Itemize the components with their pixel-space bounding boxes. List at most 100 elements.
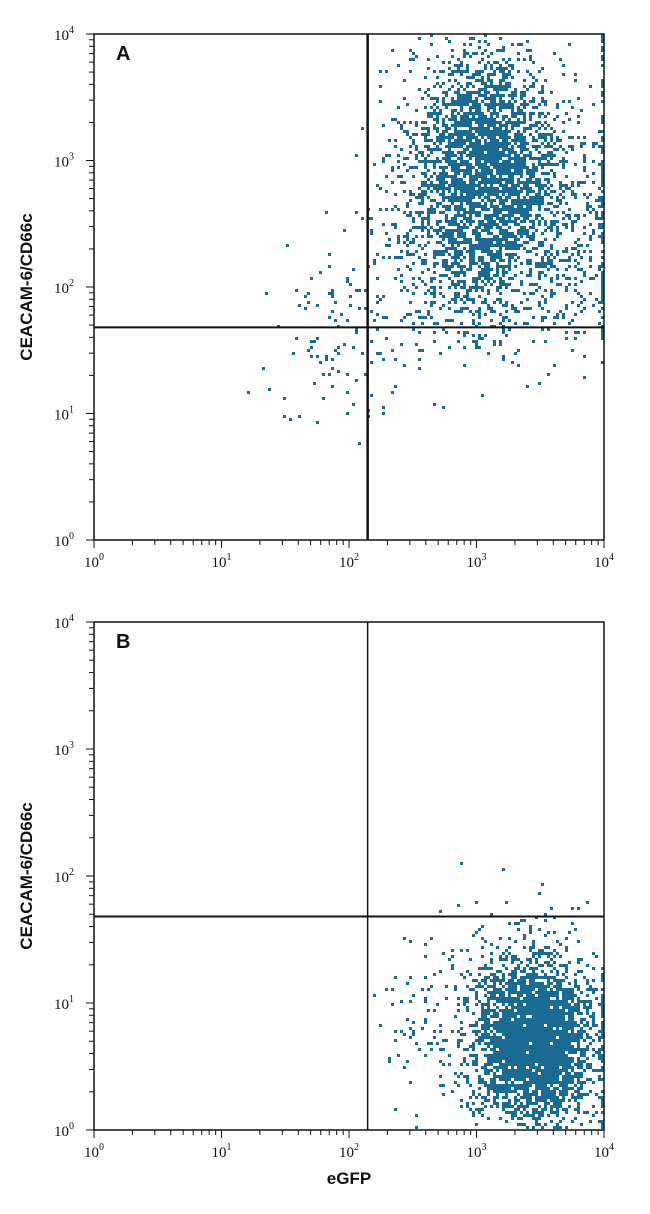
data-point: [286, 244, 289, 247]
data-point: [442, 226, 445, 229]
data-point: [526, 166, 529, 169]
data-point: [412, 241, 415, 244]
data-point: [493, 259, 496, 262]
data-point: [472, 262, 475, 265]
data-point: [601, 274, 604, 277]
data-point: [394, 226, 397, 229]
data-point: [592, 172, 595, 175]
data-point: [577, 1066, 580, 1069]
data-point: [355, 289, 358, 292]
data-point: [601, 178, 604, 181]
data-point: [442, 70, 445, 73]
data-point: [535, 229, 538, 232]
data-point: [469, 241, 472, 244]
data-point: [538, 136, 541, 139]
data-point: [565, 1111, 568, 1114]
data-point: [589, 259, 592, 262]
data-point: [457, 229, 460, 232]
data-point: [496, 61, 499, 64]
data-point: [310, 355, 313, 358]
data-point: [385, 337, 388, 340]
data-point: [421, 184, 424, 187]
data-point: [565, 331, 568, 334]
data-point: [472, 85, 475, 88]
data-point: [481, 166, 484, 169]
data-point: [436, 223, 439, 226]
data-point: [487, 133, 490, 136]
data-point: [247, 391, 250, 394]
data-point: [427, 88, 430, 91]
data-point: [418, 193, 421, 196]
data-point: [328, 316, 331, 319]
data-point: [307, 349, 310, 352]
data-point: [454, 283, 457, 286]
data-point: [553, 1111, 556, 1114]
data-point: [601, 151, 604, 154]
data-point: [454, 250, 457, 253]
data-point: [433, 295, 436, 298]
data-point: [376, 253, 379, 256]
data-point: [463, 172, 466, 175]
data-point: [439, 193, 442, 196]
data-point: [415, 166, 418, 169]
data-point: [514, 184, 517, 187]
data-point: [490, 139, 493, 142]
data-point: [472, 253, 475, 256]
data-point: [574, 220, 577, 223]
data-point: [484, 277, 487, 280]
data-point: [508, 181, 511, 184]
data-point: [520, 160, 523, 163]
data-point: [574, 265, 577, 268]
data-point: [493, 121, 496, 124]
data-point: [448, 265, 451, 268]
data-point: [586, 196, 589, 199]
data-point: [466, 163, 469, 166]
data-point: [499, 70, 502, 73]
data-point: [517, 52, 520, 55]
data-point: [511, 109, 514, 112]
data-point: [511, 1117, 514, 1120]
data-point: [478, 226, 481, 229]
data-point: [457, 163, 460, 166]
data-point: [553, 364, 556, 367]
data-point: [514, 235, 517, 238]
data-point: [562, 157, 565, 160]
data-point: [490, 217, 493, 220]
data-point: [538, 202, 541, 205]
data-point: [559, 160, 562, 163]
data-point: [445, 196, 448, 199]
data-point: [433, 142, 436, 145]
data-point: [421, 220, 424, 223]
data-point: [508, 154, 511, 157]
data-point: [460, 298, 463, 301]
data-point: [469, 220, 472, 223]
data-point: [574, 337, 577, 340]
data-point: [505, 136, 508, 139]
data-point: [538, 955, 541, 958]
data-point: [481, 289, 484, 292]
data-point: [502, 133, 505, 136]
data-point: [409, 70, 412, 73]
data-point: [571, 253, 574, 256]
data-point: [496, 256, 499, 259]
data-point: [502, 283, 505, 286]
data-point: [307, 292, 310, 295]
data-point: [457, 145, 460, 148]
data-point: [583, 298, 586, 301]
data-point: [583, 1081, 586, 1084]
data-point: [520, 232, 523, 235]
data-point: [493, 274, 496, 277]
data-point: [469, 43, 472, 46]
data-point: [412, 277, 415, 280]
data-point: [475, 97, 478, 100]
data-point: [514, 190, 517, 193]
data-point: [382, 256, 385, 259]
data-point: [496, 262, 499, 265]
data-point: [502, 49, 505, 52]
data-point: [514, 133, 517, 136]
data-point: [484, 115, 487, 118]
plot-frame: [93, 33, 605, 541]
data-point: [529, 958, 532, 961]
data-point: [406, 244, 409, 247]
data-point: [472, 301, 475, 304]
